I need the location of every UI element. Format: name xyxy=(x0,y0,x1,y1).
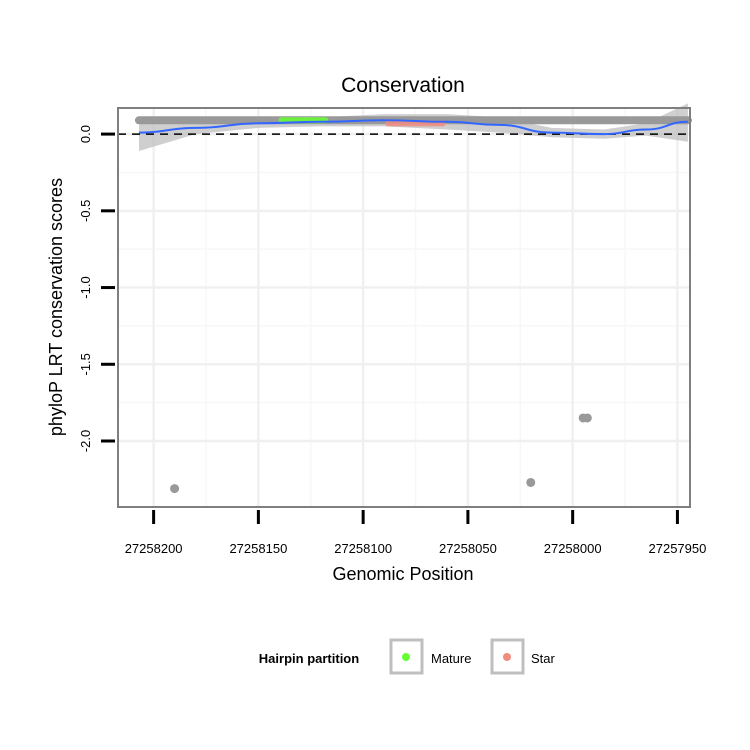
y-axis-title: phyloP LRT conservation scores xyxy=(46,178,66,436)
y-tick-label: -1.0 xyxy=(78,276,93,298)
legend-label-mature: Mature xyxy=(431,651,471,666)
legend-mature-dot xyxy=(402,653,410,661)
x-tick-label: 27258100 xyxy=(334,541,392,556)
plot-panel xyxy=(117,103,692,508)
outlier-point xyxy=(526,477,536,487)
y-tick-label: -0.5 xyxy=(78,200,93,222)
chart-title: Conservation xyxy=(341,74,465,97)
panel-border xyxy=(117,107,691,508)
x-tick-label: 27258000 xyxy=(544,541,602,556)
x-tick-label: 27258150 xyxy=(229,541,287,556)
smooth-line xyxy=(138,119,688,136)
legend-star-dot xyxy=(503,653,511,661)
x-tick-label: 27258200 xyxy=(125,541,183,556)
y-tick-label: 0.0 xyxy=(78,125,93,143)
y-tick-label: -2.0 xyxy=(78,430,93,452)
x-axis-title: Genomic Position xyxy=(332,564,473,584)
x-axis: 27258200 27258150 27258100 27258050 27258000… xyxy=(125,510,707,556)
y-tick-label: -1.5 xyxy=(78,353,93,375)
legend-key-mature xyxy=(389,638,424,675)
outlier-point xyxy=(582,413,592,423)
x-tick-label: 27257950 xyxy=(649,541,707,556)
panel-background xyxy=(118,108,690,507)
confidence-band xyxy=(139,103,688,151)
y-axis: 0.0 -0.5 -1.0 -1.5 -2.0 xyxy=(78,125,115,452)
outlier-point xyxy=(170,484,180,494)
x-tick-label: 27258050 xyxy=(439,541,497,556)
legend: Hairpin partition Mature Star xyxy=(259,638,556,675)
legend-title: Hairpin partition xyxy=(259,651,359,666)
legend-label-star: Star xyxy=(531,651,556,666)
